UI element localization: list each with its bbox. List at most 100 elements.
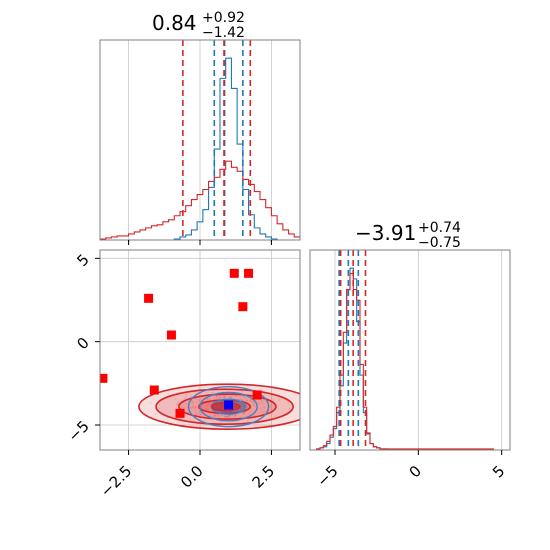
xtick-label-2-2: 5 [489, 462, 508, 481]
scatter-point-red-35 [208, 398, 211, 401]
scatter-point-red-192 [175, 403, 178, 406]
scatter-point-red-93 [245, 400, 248, 403]
xtick-label-2-0: −5 [313, 462, 341, 490]
red-square-marker-7 [175, 408, 185, 418]
scatter-point-red-149 [194, 413, 197, 416]
title-bottom-right-value: −3.91 [355, 221, 416, 245]
scatter-point-blue-47 [229, 396, 232, 399]
scatter-point-blue-48 [214, 414, 217, 417]
scatter-point-red-181 [251, 401, 254, 403]
scatter-point-red-106 [216, 395, 219, 397]
scatter-point-blue-74 [223, 415, 226, 418]
scatter-point-red-49 [191, 401, 194, 404]
scatter-point-red-137 [205, 408, 208, 411]
scatter-point-red-124 [258, 402, 261, 404]
scatter-point-red-212 [278, 398, 281, 401]
scatter-point-red-107 [234, 395, 237, 398]
scatter-point-blue-50 [246, 406, 249, 409]
ytick-label-1-2: 5 [73, 250, 92, 269]
scatter-point-red-142 [240, 390, 243, 393]
scatter-point-red-91 [225, 415, 227, 418]
scatter-point-red-39 [198, 410, 201, 413]
scatter-point-red-110 [288, 408, 291, 410]
scatter-point-red-13 [206, 399, 209, 402]
scatter-point-red-198 [197, 407, 199, 410]
scatter-point-red-188 [208, 398, 211, 400]
scatter-point-red-171 [181, 405, 183, 408]
scatter-point-red-82 [260, 399, 263, 402]
scatter-point-red-41 [185, 395, 188, 398]
red-square-marker-2 [144, 293, 154, 303]
scatter-point-red-207 [247, 419, 249, 422]
scatter-point-blue-152 [228, 415, 231, 418]
scatter-point-red-11 [206, 404, 209, 407]
scatter-point-blue-60 [229, 396, 231, 398]
xtick-label-1-2: 2.5 [249, 462, 279, 492]
scatter-point-red-22 [269, 405, 272, 408]
scatter-point-blue-23 [220, 414, 223, 417]
scatter-point-blue-95 [226, 416, 229, 419]
frame-bottom-right [309, 249, 511, 451]
title-bottom-right-minus: −0.75 [418, 235, 461, 251]
scatter-point-red-193 [205, 391, 208, 394]
scatter-point-red-182 [215, 414, 218, 416]
blue-square-marker [224, 400, 234, 410]
scatter-point-red-61 [252, 402, 255, 405]
scatter-point-red-158 [251, 400, 254, 403]
scatter-point-red-165 [174, 397, 177, 400]
scatter-point-blue-142 [215, 395, 218, 398]
scatter-point-blue-21 [234, 414, 237, 417]
scatter-point-red-51 [205, 408, 208, 410]
scatter-point-blue-130 [217, 413, 220, 416]
scatter-point-red-33 [185, 394, 187, 397]
scatter-point-red-59 [194, 405, 197, 408]
scatter-point-blue-141 [243, 395, 245, 398]
xtick-label-2-1: 0 [406, 462, 425, 481]
scatter-point-red-94 [239, 398, 242, 401]
scatter-point-red-19 [185, 402, 188, 405]
ytick-label-1-1: 0 [73, 334, 92, 353]
title-top-left-minus: −1.42 [202, 25, 245, 41]
scatter-point-red-172 [213, 414, 216, 417]
scatter-point-red-65 [263, 406, 266, 409]
scatter-point-red-10 [191, 405, 194, 408]
scatter-point-red-78 [191, 406, 194, 409]
scatter-point-blue-10 [222, 395, 225, 398]
scatter-point-red-156 [218, 413, 221, 416]
scatter-point-red-144 [254, 414, 257, 417]
title-top-left-value: 0.84 [152, 11, 197, 35]
scatter-point-red-83 [193, 407, 195, 409]
title-top-left-plus: +0.92 [202, 10, 245, 26]
hist-series-2-0 [316, 267, 388, 450]
scatter-point-red-175 [183, 397, 186, 400]
scatter-point-red-29 [225, 416, 228, 419]
scatter-point-red-148 [261, 401, 264, 404]
scatter-point-red-135 [189, 406, 192, 409]
scatter-point-red-45 [195, 406, 198, 409]
panel-bottom-left: −2.5 0.0 2.5 −5 0 5 [64, 249, 301, 501]
scatter-point-red-166 [194, 406, 197, 409]
scatter-point-red-187 [204, 405, 207, 407]
scatter-point-red-162 [205, 408, 208, 411]
scatter-point-red-18 [224, 415, 226, 418]
contour-bottom-left [100, 268, 300, 430]
xtick-label-1-1: 0.0 [177, 462, 207, 492]
scatter-point-red-98 [227, 414, 230, 417]
scatter-point-blue-82 [200, 413, 203, 416]
scatter-point-red-141 [219, 421, 222, 424]
scatter-point-blue-17 [207, 409, 210, 411]
scatter-point-red-202 [239, 415, 241, 418]
scatter-point-red-23 [250, 399, 253, 402]
title-bottom-right-plus: +0.74 [418, 220, 461, 236]
histogram-bottom-right [316, 250, 494, 450]
scatter-point-red-70 [176, 402, 179, 405]
hist-series-0-0 [173, 57, 278, 240]
scatter-point-blue-126 [208, 402, 211, 405]
scatter-point-red-131 [260, 407, 262, 409]
scatter-point-red-191 [262, 410, 264, 413]
histogram-top-left [100, 40, 300, 240]
scatter-point-blue-112 [242, 412, 245, 415]
scatter-point-red-14 [149, 401, 152, 404]
scatter-point-red-163 [249, 398, 252, 401]
